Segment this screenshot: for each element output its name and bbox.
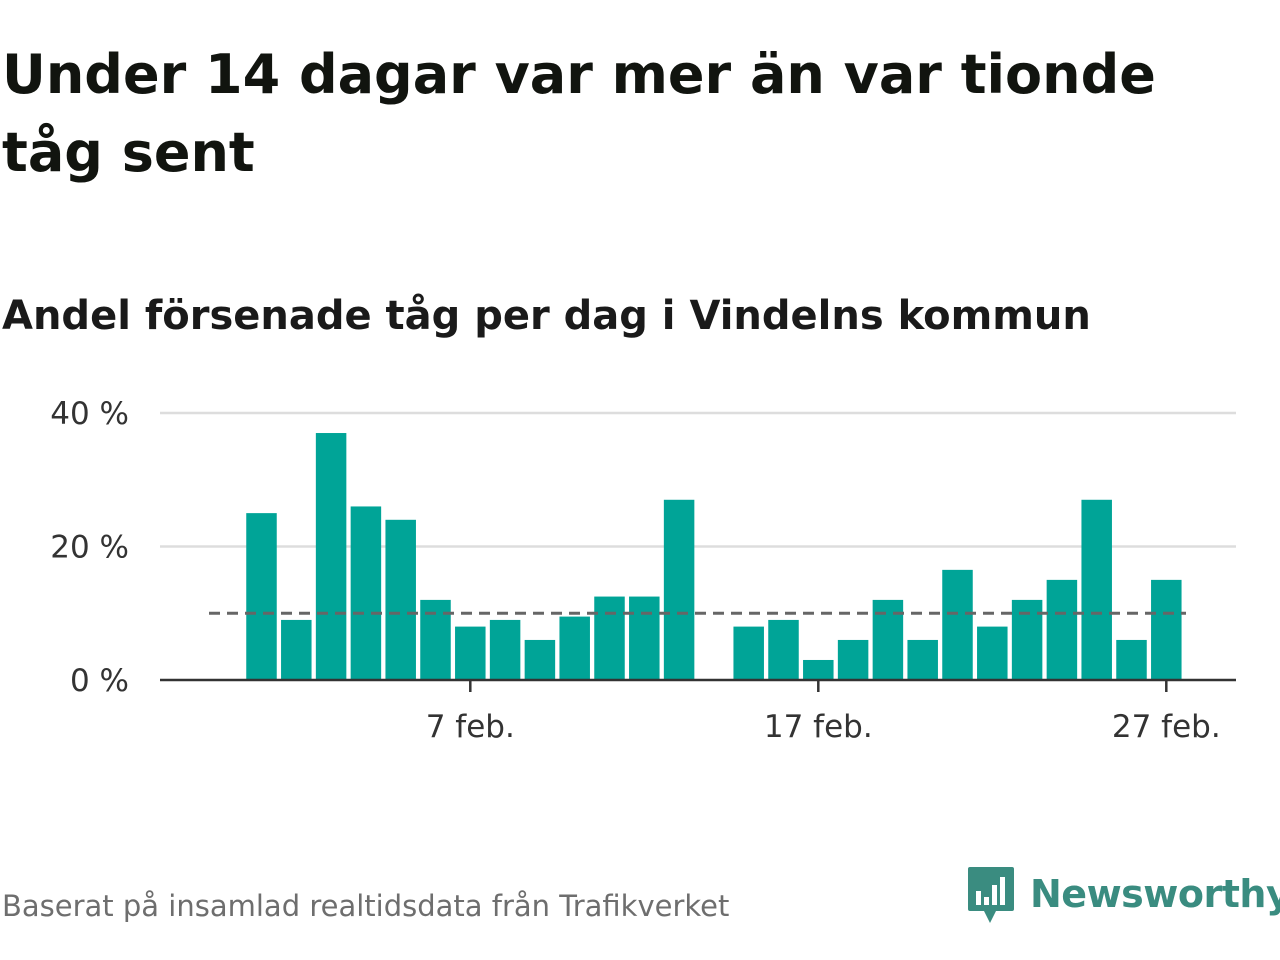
chart-title: Under 14 dagar var mer än var tionde tåg… [2, 43, 1156, 184]
bar [907, 639, 938, 680]
y-tick-label: 20 % [50, 530, 129, 566]
brand-logo: Newsworthy [966, 862, 1280, 926]
bar [246, 513, 277, 680]
bar [768, 619, 799, 680]
bar [385, 519, 416, 680]
bar [629, 596, 660, 680]
bar [1046, 579, 1078, 680]
bar [315, 433, 347, 680]
bar [733, 626, 764, 680]
bar [1116, 639, 1147, 680]
brand-name: Newsworthy [1030, 872, 1280, 916]
x-tick-label: 7 feb. [426, 709, 515, 745]
x-axis-ticks: 7 feb. 17 feb. 27 feb. [426, 680, 1221, 745]
bar [455, 626, 486, 680]
bar [594, 596, 625, 680]
bar [559, 616, 590, 680]
bar [942, 569, 973, 680]
bar [524, 639, 556, 680]
x-tick-label: 27 feb. [1112, 709, 1221, 745]
bar [1081, 499, 1112, 680]
bar [663, 499, 695, 680]
source-note: Baserat på insamlad realtidsdata från Tr… [2, 889, 730, 923]
y-axis-tick-labels: 0 % 20 % 40 % [50, 396, 129, 699]
x-tick-label: 17 feb. [764, 709, 873, 745]
bar [977, 626, 1008, 680]
y-tick-label: 0 % [70, 663, 129, 699]
bars [246, 433, 1182, 680]
newsworthy-logo-icon [968, 867, 1014, 923]
bar [350, 506, 382, 680]
bar [1151, 579, 1182, 680]
y-tick-label: 40 % [50, 396, 129, 432]
chart-subtitle: Andel försenade tåg per dag i Vindelns k… [2, 293, 1091, 339]
bar [803, 659, 834, 680]
bar [489, 619, 521, 680]
bar-chart: 0 % 20 % 40 % 7 feb. 17 feb. 27 feb. [50, 396, 1236, 745]
bar [281, 619, 312, 680]
bar [837, 639, 869, 680]
